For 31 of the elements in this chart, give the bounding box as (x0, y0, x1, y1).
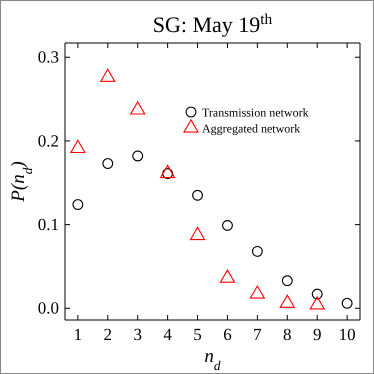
point (282, 275, 293, 286)
x-tick-label: 7 (253, 325, 262, 344)
x-tick-label: 1 (74, 325, 82, 344)
x-tick-label: 9 (312, 325, 322, 344)
point (100, 68, 116, 82)
x-tick-label: 5 (193, 325, 202, 344)
legend-label: Aggregated network (202, 122, 300, 136)
point (342, 298, 353, 309)
x-tick-label: 8 (283, 325, 292, 344)
point (102, 158, 114, 169)
y-tick-label: 0.3 (38, 48, 59, 67)
point (130, 101, 146, 115)
legend-label: Transmission network (202, 106, 309, 120)
x-tick-label: 4 (163, 325, 172, 344)
point (72, 199, 84, 210)
point (132, 150, 144, 162)
point (160, 164, 176, 178)
point (192, 190, 203, 201)
point (312, 288, 323, 300)
x-axis-title: n$_{d}$ (204, 346, 221, 372)
point (70, 140, 86, 154)
x-tick-label: 3 (133, 325, 142, 344)
chart-title: SG: May 19$^{th}$ (152, 10, 273, 37)
point (222, 220, 233, 231)
y-tick-label: 0.0 (38, 298, 59, 318)
x-tick-label: 10 (338, 325, 356, 344)
point (252, 246, 263, 257)
y-tick-label: 0.1 (38, 215, 59, 234)
x-tick-label: 2 (104, 325, 112, 344)
x-tick-label: 6 (223, 325, 232, 344)
y-tick-label: 0.2 (38, 131, 59, 150)
